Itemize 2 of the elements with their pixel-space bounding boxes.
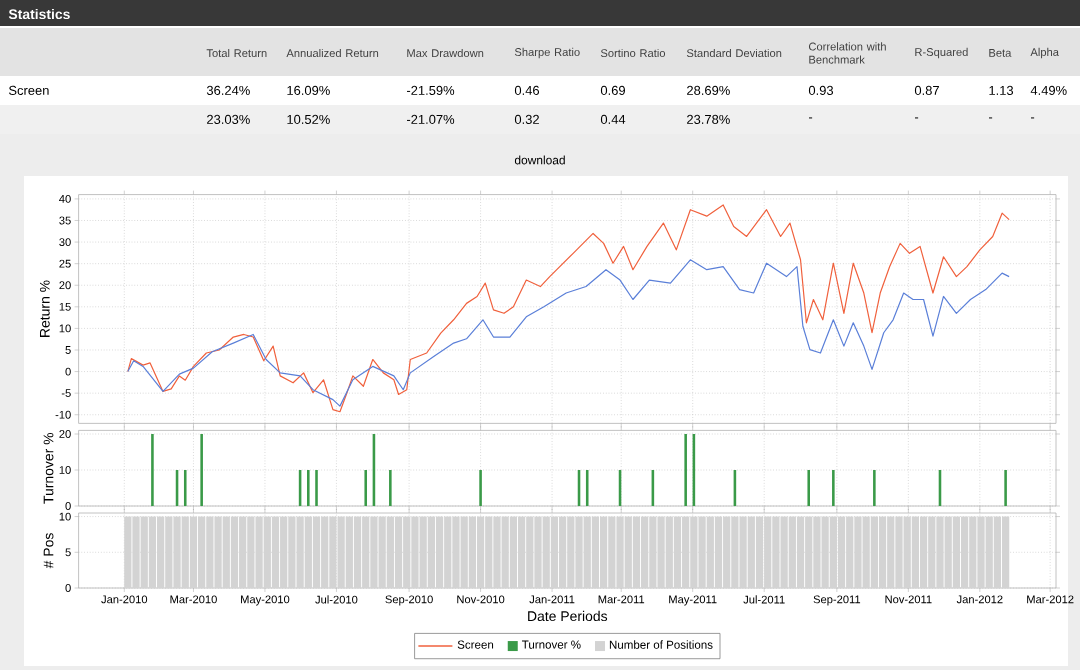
line-series	[127, 259, 1010, 407]
line-series	[127, 204, 1010, 413]
